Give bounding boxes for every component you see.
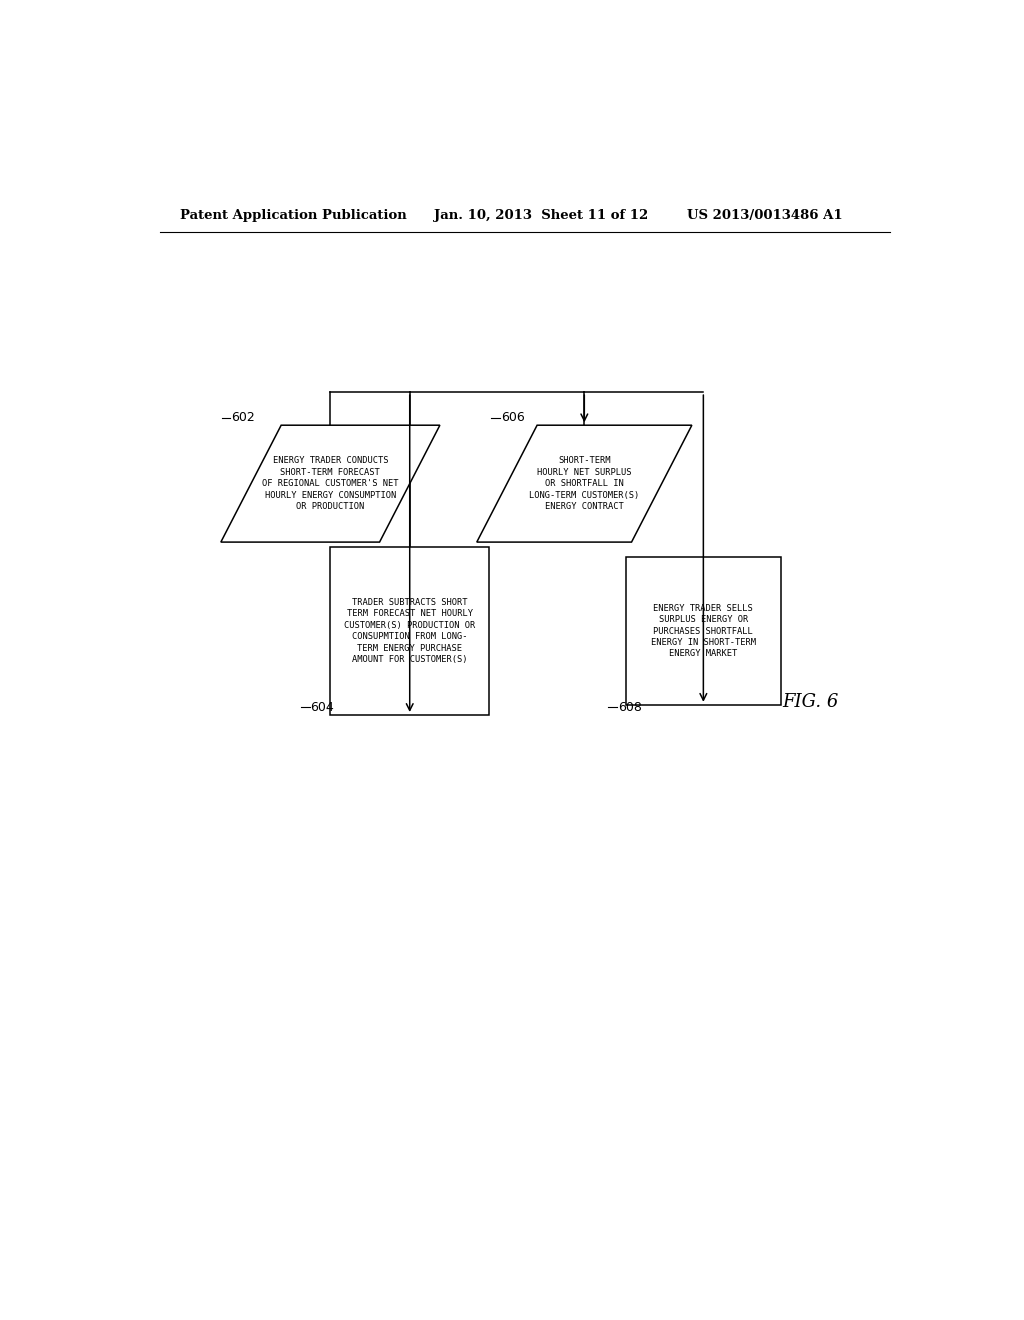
Text: 604: 604 [310, 701, 334, 714]
Text: 608: 608 [617, 701, 641, 714]
Text: TRADER SUBTRACTS SHORT
TERM FORECAST NET HOURLY
CUSTOMER(S) PRODUCTION OR
CONSUP: TRADER SUBTRACTS SHORT TERM FORECAST NET… [344, 598, 475, 664]
Text: ENERGY TRADER CONDUCTS
SHORT-TERM FORECAST
OF REGIONAL CUSTOMER'S NET
HOURLY ENE: ENERGY TRADER CONDUCTS SHORT-TERM FORECA… [262, 457, 398, 511]
Text: 602: 602 [231, 411, 255, 424]
Text: ENERGY TRADER SELLS
SURPLUS ENERGY OR
PURCHASES SHORTFALL
ENERGY IN SHORT-TERM
E: ENERGY TRADER SELLS SURPLUS ENERGY OR PU… [651, 603, 756, 659]
Polygon shape [221, 425, 440, 543]
Bar [331, 548, 489, 715]
Polygon shape [477, 425, 692, 543]
Text: Jan. 10, 2013  Sheet 11 of 12: Jan. 10, 2013 Sheet 11 of 12 [433, 209, 648, 222]
Text: US 2013/0013486 A1: US 2013/0013486 A1 [687, 209, 843, 222]
Text: Patent Application Publication: Patent Application Publication [179, 209, 407, 222]
Text: 606: 606 [501, 411, 524, 424]
Text: SHORT-TERM
HOURLY NET SURPLUS
OR SHORTFALL IN
LONG-TERM CUSTOMER(S)
ENERGY CONTR: SHORT-TERM HOURLY NET SURPLUS OR SHORTFA… [529, 457, 639, 511]
Bar [626, 557, 780, 705]
Text: FIG. 6: FIG. 6 [782, 693, 839, 711]
